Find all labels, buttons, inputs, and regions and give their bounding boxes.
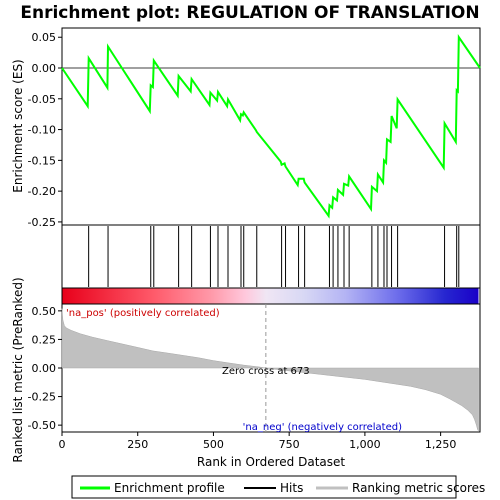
- metric-y-tick-label: -0.25: [28, 391, 56, 404]
- metric-y-axis-title: Ranked list metric (PreRanked): [11, 277, 25, 462]
- es-panel: 0.05 0.00 -0.05 -0.10 -0.15 -0.20 -0.25 Enrich…: [11, 27, 481, 229]
- hits-marks: [88, 226, 460, 287]
- es-y-tick-label: -0.05: [28, 93, 56, 106]
- hits-frame: [61, 224, 481, 289]
- metric-y-tick-label: -0.50: [28, 419, 56, 432]
- x-tick-label: 500: [203, 438, 224, 451]
- x-tick-label: 1,250: [425, 438, 457, 451]
- x-axis-title: Rank in Ordered Dataset: [197, 455, 345, 469]
- chart-title: Enrichment plot: REGULATION OF TRANSLATI…: [20, 3, 479, 23]
- legend-label-ranking-metric: Ranking metric scores: [352, 481, 485, 495]
- es-y-tick-label: -0.10: [28, 124, 56, 137]
- metric-panel: 0.50 0.25 0.00 -0.25 -0.50 0 250 500 750 1,000 1,…: [11, 277, 481, 469]
- es-y-tick-label: 0.05: [32, 31, 57, 44]
- ranking-metric-area: [61, 308, 479, 432]
- x-tick-label: 0: [59, 438, 66, 451]
- metric-y-tick-label: 0.25: [32, 333, 57, 346]
- es-y-axis: 0.05 0.00 -0.05 -0.10 -0.15 -0.20 -0.25: [28, 31, 62, 229]
- legend-label-enrichment-profile: Enrichment profile: [114, 481, 225, 495]
- x-tick-label: 750: [279, 438, 300, 451]
- es-y-axis-title: Enrichment score (ES): [11, 59, 25, 192]
- na-pos-annotation: 'na_pos' (positively correlated): [66, 308, 220, 319]
- metric-y-axis: 0.50 0.25 0.00 -0.25 -0.50: [28, 305, 62, 432]
- ranking-color-band: [62, 288, 479, 304]
- metric-y-tick-label: 0.50: [32, 305, 57, 318]
- hits-panel: [61, 224, 481, 289]
- na-neg-annotation: 'na_neg' (negatively correlated): [243, 422, 402, 433]
- zero-cross-annotation: Zero cross at 673: [222, 366, 310, 377]
- legend-label-hits: Hits: [280, 481, 303, 495]
- es-y-tick-label: -0.25: [28, 216, 56, 229]
- es-y-tick-label: -0.20: [28, 185, 56, 198]
- es-y-tick-label: 0.00: [32, 62, 57, 75]
- x-tick-label: 250: [127, 438, 148, 451]
- legend: Enrichment profile Hits Ranking metric s…: [71, 475, 485, 499]
- metric-y-tick-label: 0.00: [32, 362, 57, 375]
- metric-x-axis: 0 250 500 750 1,000 1,250: [59, 432, 457, 451]
- x-tick-label: 1,000: [349, 438, 381, 451]
- enrichment-profile-line: [61, 34, 481, 219]
- es-y-tick-label: -0.15: [28, 154, 56, 167]
- es-plot-frame: [61, 27, 481, 226]
